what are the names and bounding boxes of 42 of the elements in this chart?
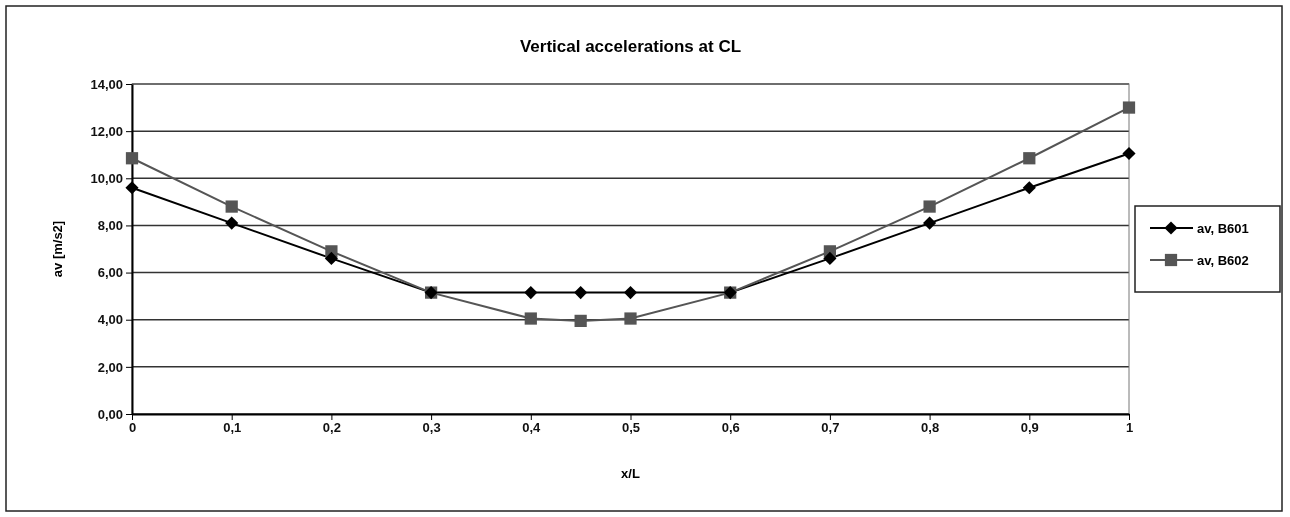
point: [624, 312, 637, 325]
point: [1122, 146, 1136, 161]
point: [1023, 152, 1036, 165]
point: [524, 312, 537, 325]
point: [923, 216, 937, 230]
point: [125, 152, 139, 165]
y-tick-label: 2,00: [97, 359, 123, 375]
y-tick-label: 6,00: [97, 265, 123, 281]
point: [623, 286, 638, 300]
point: [524, 286, 538, 300]
y-tick-label: 14,00: [90, 76, 123, 92]
y-tick-label: 4,00: [97, 312, 123, 328]
x-tick-label: 0,8: [921, 420, 940, 436]
y-axis-title: av [m/s2]: [50, 220, 65, 278]
point: [1022, 181, 1036, 195]
x-tick-label: 0,4: [522, 420, 542, 436]
point: [574, 314, 587, 328]
point: [823, 251, 837, 265]
legend-label: av, B602: [1197, 253, 1249, 268]
point: [225, 200, 238, 213]
x-tick-label: 1: [1125, 420, 1134, 436]
point: [1122, 101, 1136, 114]
point: [574, 286, 588, 300]
y-tick-label: 8,00: [97, 218, 123, 234]
x-tick-label: 0,7: [821, 420, 840, 436]
legend-label: av, B601: [1197, 221, 1249, 236]
y-tick-label: 0,00: [97, 406, 123, 422]
x-tick-label: 0,1: [223, 420, 242, 436]
x-tick-label: 0,2: [322, 420, 341, 436]
x-tick-label: 0,5: [621, 420, 641, 436]
y-tick-label: 10,00: [90, 170, 123, 186]
y-tick-label: 12,00: [90, 123, 123, 139]
x-tick-label: 0: [128, 420, 137, 436]
x-tick-label: 0,6: [721, 420, 740, 436]
point: [324, 251, 338, 265]
x-tick-label: 0,3: [422, 420, 441, 436]
point: [125, 181, 139, 195]
point: [923, 200, 936, 213]
chart-title: Vertical accelerations at CL: [519, 37, 742, 56]
x-tick-label: 0,9: [1020, 420, 1039, 436]
point: [225, 216, 239, 230]
x-axis-title: x/L: [621, 466, 640, 481]
